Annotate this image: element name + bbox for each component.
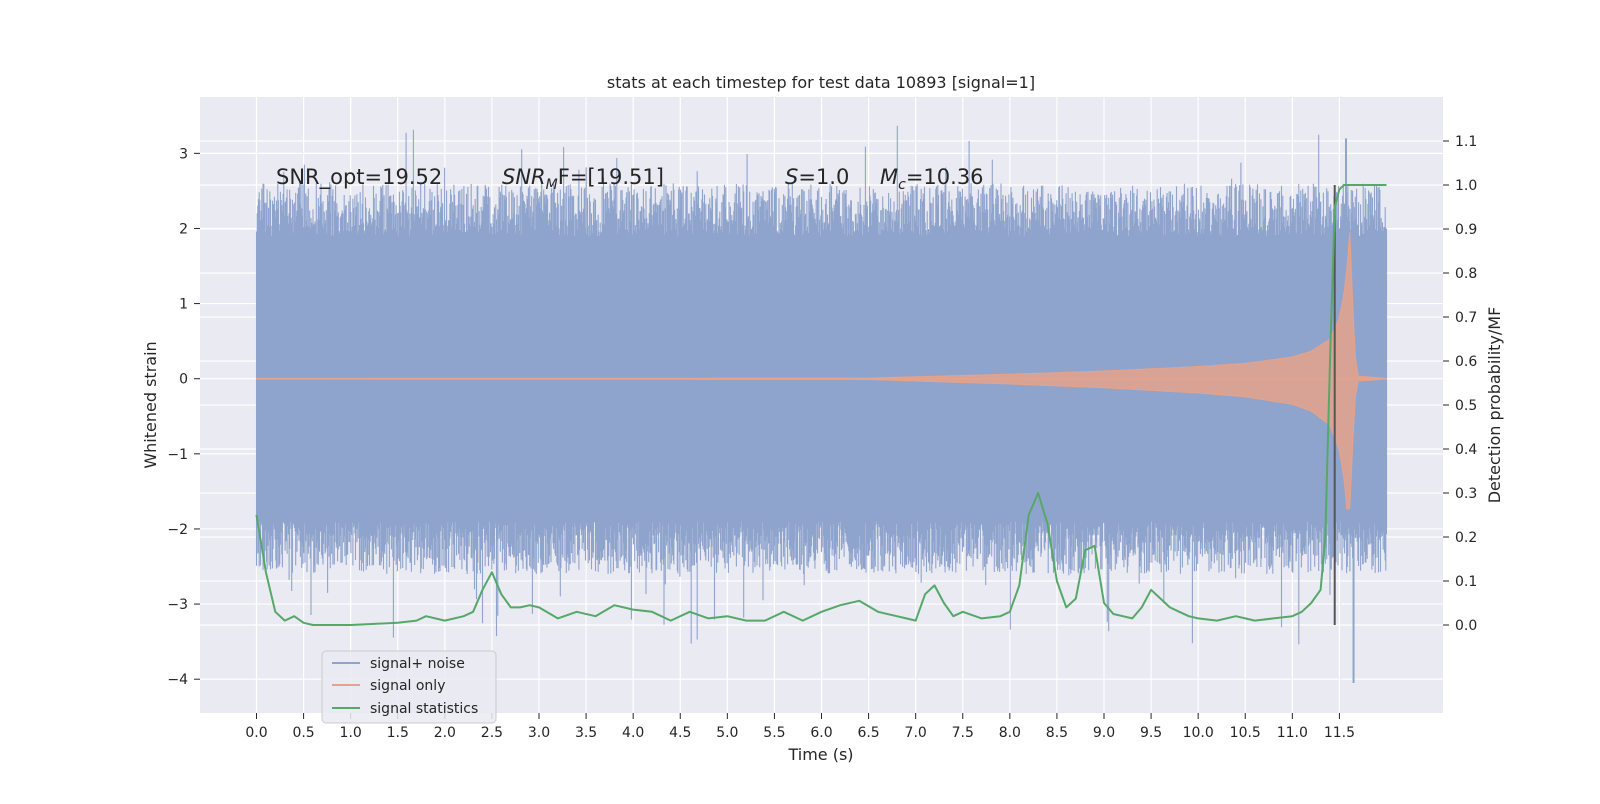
- x-tick-label: 3.0: [528, 725, 550, 741]
- x-tick-label: 11.0: [1277, 725, 1308, 741]
- x-tick-label: 10.0: [1183, 725, 1214, 741]
- signal-only-series: [256, 231, 1387, 511]
- x-tick-label: 4.0: [622, 725, 644, 741]
- x-tick-label: 2.5: [481, 725, 503, 741]
- y-right-tick-label: 1.0: [1455, 178, 1477, 194]
- y-left-tick-label: −1: [167, 447, 188, 463]
- x-tick-label: 5.5: [763, 725, 785, 741]
- y-right-tick-label: 0.0: [1455, 618, 1477, 634]
- annotation-mc-sub: c: [898, 177, 906, 193]
- x-tick-label: 2.0: [434, 725, 456, 741]
- y-left-tick-label: 3: [179, 146, 188, 162]
- y-left-tick-label: −4: [167, 672, 188, 688]
- annotation-s-symbol: S: [785, 165, 798, 189]
- y-right-tick-label: 0.5: [1455, 398, 1477, 414]
- annotation-mc: Mc=10.36: [880, 165, 984, 193]
- x-tick-label: 9.5: [1140, 725, 1162, 741]
- x-axis-label: Time (s): [787, 745, 853, 764]
- annotation-mc-value: =10.36: [906, 165, 984, 189]
- x-tick-label: 1.5: [387, 725, 409, 741]
- tick-layer: 0.0 0.5 1.0 1.5 2.0 2.5 3.0 3.5 4.0 4.5 5.0 5.5 6.0 6…: [167, 134, 1477, 741]
- y-right-tick-label: 0.6: [1455, 354, 1477, 370]
- x-tick-label: 0.5: [292, 725, 314, 741]
- y-right-tick-label: 0.8: [1455, 266, 1477, 282]
- x-tick-label: 4.5: [669, 725, 691, 741]
- y-right-tick-label: 0.4: [1455, 442, 1477, 458]
- y-left-tick-label: 2: [179, 221, 188, 237]
- annotation-snr-mf: SNRMF=[19.51]: [502, 165, 664, 193]
- y-left-axis-label: Whitened strain: [141, 341, 160, 468]
- x-tick-label: 9.0: [1093, 725, 1115, 741]
- x-tick-label: 8.5: [1046, 725, 1068, 741]
- legend-label-signal-only: signal only: [370, 678, 445, 694]
- x-tick-label: 8.0: [999, 725, 1021, 741]
- y-right-tick-label: 0.1: [1455, 574, 1477, 590]
- annotation-mc-symbol: M: [880, 165, 898, 189]
- annotation-s-value: =1.0: [798, 165, 849, 189]
- x-tick-label: 10.5: [1230, 725, 1261, 741]
- x-tick-label: 6.0: [810, 725, 832, 741]
- y-right-tick-label: 1.1: [1455, 134, 1477, 150]
- x-tick-label: 0.0: [245, 725, 267, 741]
- x-tick-label: 3.5: [575, 725, 597, 741]
- x-tick-label: 7.5: [952, 725, 974, 741]
- x-tick-label: 5.0: [716, 725, 738, 741]
- y-right-tick-label: 0.9: [1455, 222, 1477, 238]
- x-tick-label: 11.5: [1324, 725, 1355, 741]
- annotation-snr-opt: SNR_opt=19.52: [276, 165, 442, 190]
- x-tick-label: 1.0: [340, 725, 362, 741]
- y-left-tick-label: −3: [167, 597, 188, 613]
- y-left-tick-label: 0: [179, 372, 188, 388]
- y-left-tick-label: −2: [167, 522, 188, 538]
- y-left-tick-label: 1: [179, 297, 188, 313]
- legend-box: [321, 650, 497, 724]
- x-tick-label: 6.5: [857, 725, 879, 741]
- annotation-snr-mf-sub: M: [546, 177, 558, 193]
- y-right-axis-label: Detection probability/MF: [1485, 307, 1504, 504]
- annotation-snr-mf-base: SNR: [502, 165, 546, 189]
- chart-title: stats at each timestep for test data 108…: [607, 73, 1035, 92]
- y-right-tick-label: 0.3: [1455, 486, 1477, 502]
- legend: signal+ noise signal only signal statist…: [321, 650, 497, 724]
- signal-statistics-series: [255, 184, 1387, 626]
- signal-statistics-line: [255, 184, 1387, 626]
- legend-label-signal-statistics: signal statistics: [370, 701, 478, 717]
- annotation-s: S=1.0: [785, 165, 849, 189]
- legend-label-signal-noise: signal+ noise: [370, 656, 465, 672]
- annotation-snr-mf-rest: F=[19.51]: [558, 165, 664, 189]
- y-right-tick-label: 0.2: [1455, 530, 1477, 546]
- y-right-tick-label: 0.7: [1455, 310, 1477, 326]
- x-tick-label: 7.0: [905, 725, 927, 741]
